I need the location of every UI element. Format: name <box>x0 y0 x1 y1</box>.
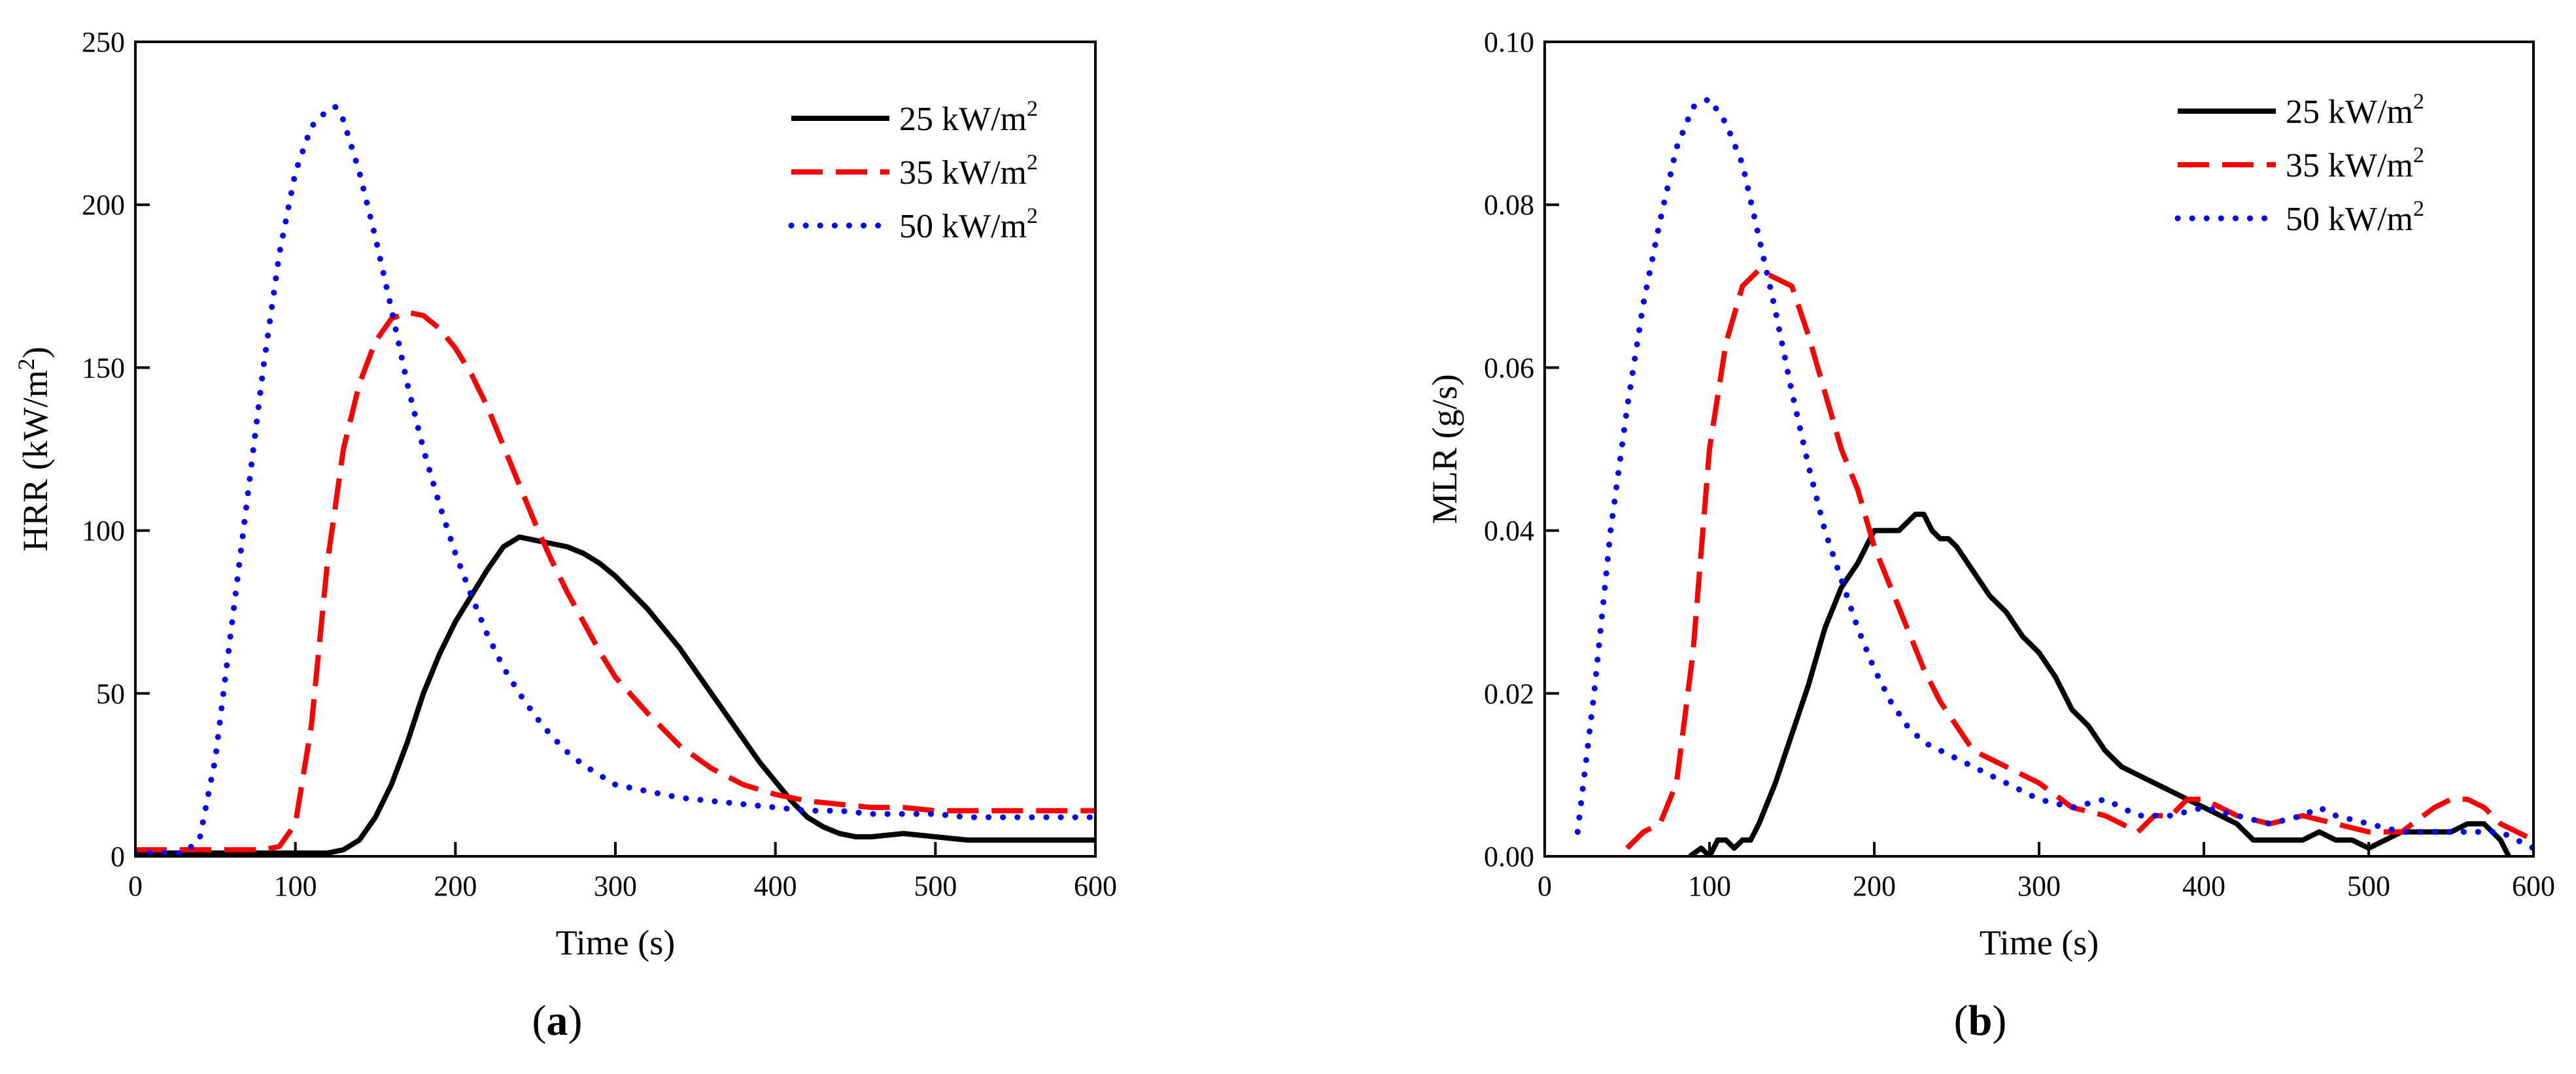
x-tick-label: 300 <box>2018 870 2061 902</box>
x-tick-label: 300 <box>594 870 637 902</box>
y-tick-label: 100 <box>82 515 125 547</box>
x-axis-label: Time (s) <box>556 923 676 962</box>
series-line-1 <box>135 534 1095 856</box>
x-tick-label: 200 <box>434 870 477 902</box>
y-tick-label: 0.00 <box>1484 841 1534 873</box>
y-tick-label: 0.10 <box>1484 26 1534 58</box>
legend-label-2: 35 kW/m2 <box>2286 143 2424 184</box>
y-tick-label: 0 <box>111 841 125 873</box>
x-tick-label: 400 <box>754 870 797 902</box>
y-tick-label: 0.02 <box>1484 678 1534 710</box>
legend-label-3: 50 kW/m2 <box>2286 197 2424 238</box>
x-tick-label: 600 <box>2512 870 2555 902</box>
series-line-3 <box>1574 95 2533 851</box>
y-tick-label: 0.04 <box>1484 515 1534 547</box>
y-tick-label: 0.06 <box>1484 352 1534 384</box>
x-tick-label: 0 <box>128 870 143 902</box>
y-axis-label: MLR (g/s) <box>1425 374 1464 524</box>
legend-label-1: 25 kW/m2 <box>899 97 1038 138</box>
series-line-2 <box>1625 267 2533 850</box>
x-tick-label: 200 <box>1853 870 1896 902</box>
x-tick-label: 0 <box>1537 870 1552 902</box>
y-tick-label: 0.08 <box>1484 189 1534 221</box>
x-tick-label: 100 <box>1688 870 1731 902</box>
y-tick-label: 150 <box>82 352 125 384</box>
x-tick-label: 600 <box>1074 870 1117 902</box>
chart-panel-a: 0 100 200 300 400 500 600 0 50 100 150 200 250 Time (… <box>13 26 1117 1045</box>
legend-label-1: 25 kW/m2 <box>2286 90 2424 131</box>
x-tick-label: 500 <box>2347 870 2390 902</box>
y-tick-label: 200 <box>82 189 125 221</box>
panel-label: (a) <box>532 997 583 1045</box>
y-tick-label: 250 <box>82 26 125 58</box>
panel-label: (b) <box>1954 997 2007 1045</box>
y-axis-label: HRR (kW/m2) <box>13 346 55 551</box>
legend-label-2: 35 kW/m2 <box>899 150 1038 192</box>
series-line-3 <box>135 104 1095 856</box>
series-line-2 <box>135 309 1095 852</box>
x-tick-label: 500 <box>914 870 957 902</box>
x-axis-label: Time (s) <box>1980 923 2099 962</box>
series-line-1 <box>1688 511 2511 856</box>
x-tick-label: 400 <box>2182 870 2225 902</box>
y-tick-label: 50 <box>96 678 125 710</box>
legend-label-3: 50 kW/m2 <box>899 204 1038 245</box>
x-tick-label: 100 <box>274 870 317 902</box>
chart-panel-b: 0 100 200 300 400 500 600 0.00 0.02 0.04 0.06 0.08 0… <box>1425 26 2555 1045</box>
